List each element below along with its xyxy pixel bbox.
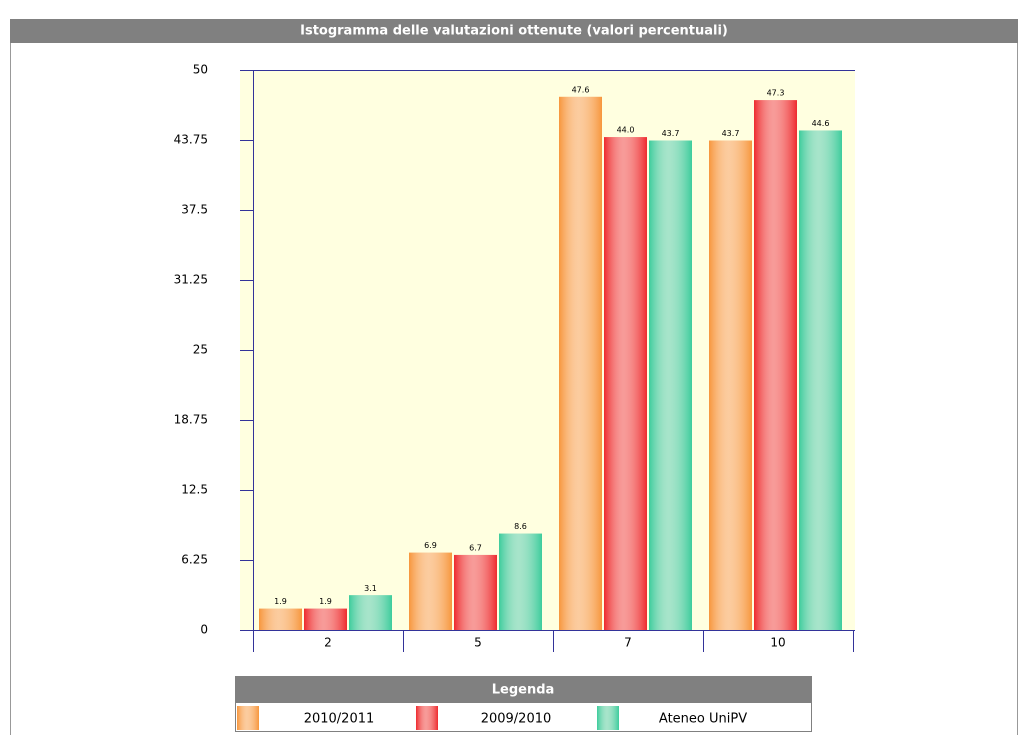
legend-label: Ateneo UniPV bbox=[659, 712, 747, 727]
y-tick-label: 18.75 bbox=[174, 413, 208, 427]
y-tick-label: 50 bbox=[193, 63, 208, 77]
value-label: 3.1 bbox=[364, 584, 377, 593]
value-label: 44.0 bbox=[617, 126, 635, 135]
value-label: 6.7 bbox=[469, 543, 482, 552]
bar-shine bbox=[259, 608, 302, 630]
x-tick-label: 7 bbox=[624, 636, 632, 650]
x-tick-label: 2 bbox=[324, 636, 332, 650]
legend-swatch-shine bbox=[237, 706, 259, 730]
y-tick-label: 43.75 bbox=[174, 133, 208, 147]
y-tick-label: 0 bbox=[200, 623, 208, 637]
title-bar bbox=[10, 19, 1018, 43]
bar-shine bbox=[709, 140, 752, 630]
bar-shine bbox=[754, 100, 797, 631]
value-label: 1.9 bbox=[319, 597, 332, 606]
value-label: 1.9 bbox=[274, 597, 287, 606]
legend-label: 2010/2011 bbox=[304, 712, 375, 727]
x-tick-label: 10 bbox=[770, 636, 785, 650]
bar-shine bbox=[304, 608, 347, 630]
bar-shine bbox=[799, 130, 842, 631]
bar-shine bbox=[559, 96, 602, 630]
chart-title: Istogramma delle valutazioni ottenute (v… bbox=[300, 24, 728, 39]
bar-shine bbox=[454, 554, 497, 630]
value-label: 8.6 bbox=[514, 522, 527, 531]
legend-label: 2009/2010 bbox=[481, 712, 552, 727]
value-label: 47.6 bbox=[572, 85, 590, 94]
y-tick-label: 12.5 bbox=[181, 483, 208, 497]
bar-shine bbox=[649, 140, 692, 630]
y-tick-label: 6.25 bbox=[181, 553, 208, 567]
bar-shine bbox=[499, 533, 542, 630]
plot-area bbox=[240, 70, 855, 630]
y-tick-label: 25 bbox=[193, 343, 208, 357]
value-label: 43.7 bbox=[722, 129, 740, 138]
legend-title: Legenda bbox=[492, 683, 555, 698]
value-label: 6.9 bbox=[424, 541, 437, 550]
legend-header bbox=[236, 677, 811, 703]
x-tick-label: 5 bbox=[474, 636, 482, 650]
y-tick-label: 31.25 bbox=[174, 273, 208, 287]
y-tick-label: 37.5 bbox=[181, 203, 208, 217]
value-label: 43.7 bbox=[662, 129, 680, 138]
legend-swatch-shine bbox=[416, 706, 438, 730]
bar-shine bbox=[409, 552, 452, 630]
value-label: 44.6 bbox=[812, 119, 830, 128]
bar-shine bbox=[349, 595, 392, 630]
legend-swatch-shine bbox=[597, 706, 619, 730]
value-label: 47.3 bbox=[767, 89, 785, 98]
bar-shine bbox=[604, 137, 647, 630]
